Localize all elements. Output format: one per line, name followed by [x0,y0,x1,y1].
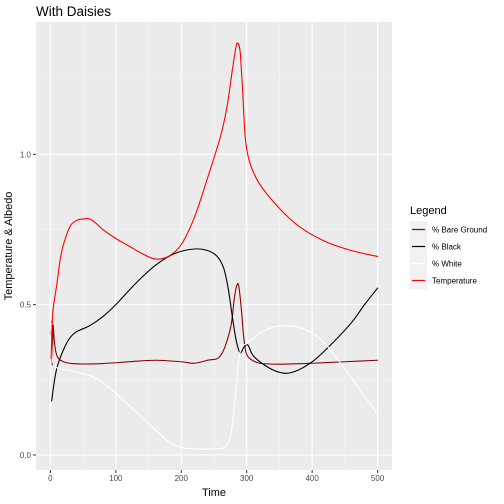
grid-minor [36,22,392,470]
legend-label-black: % Black [432,243,462,252]
legend-label-white: % White [432,260,462,269]
series-line-bare-ground [50,282,379,366]
legend-keys: % Bare Ground % Black % White Temperature [410,221,487,289]
series-line-black [51,248,379,402]
series-layer [50,42,379,450]
x-tick-label: 400 [305,474,319,483]
y-tick-label: 0.0 [20,451,32,460]
chart-title: With Daisies [36,4,111,19]
x-axis-title: Time [202,487,226,499]
x-tick-label: 500 [371,474,385,483]
legend-label-temperature: Temperature [432,277,477,286]
y-tick-label: 1.0 [20,150,32,159]
y-tick-label: 0.5 [20,301,32,310]
x-tick-label: 0 [48,474,53,483]
legend-label-bare-ground: % Bare Ground [432,226,487,235]
y-axis-title: Temperature & Albedo [3,192,15,301]
series-line-white [50,322,379,450]
legend: Legend % Bare Ground % Black % White Temper… [410,205,487,289]
x-tick-label: 200 [175,474,189,483]
grid-major [36,22,392,470]
series-line-temperature [50,42,379,360]
legend-title: Legend [410,205,447,217]
x-axis: 0 100 200 300 400 500 [48,470,385,483]
x-tick-label: 100 [109,474,123,483]
y-axis: 0.0 0.5 1.0 [20,150,36,460]
x-tick-label: 300 [240,474,254,483]
